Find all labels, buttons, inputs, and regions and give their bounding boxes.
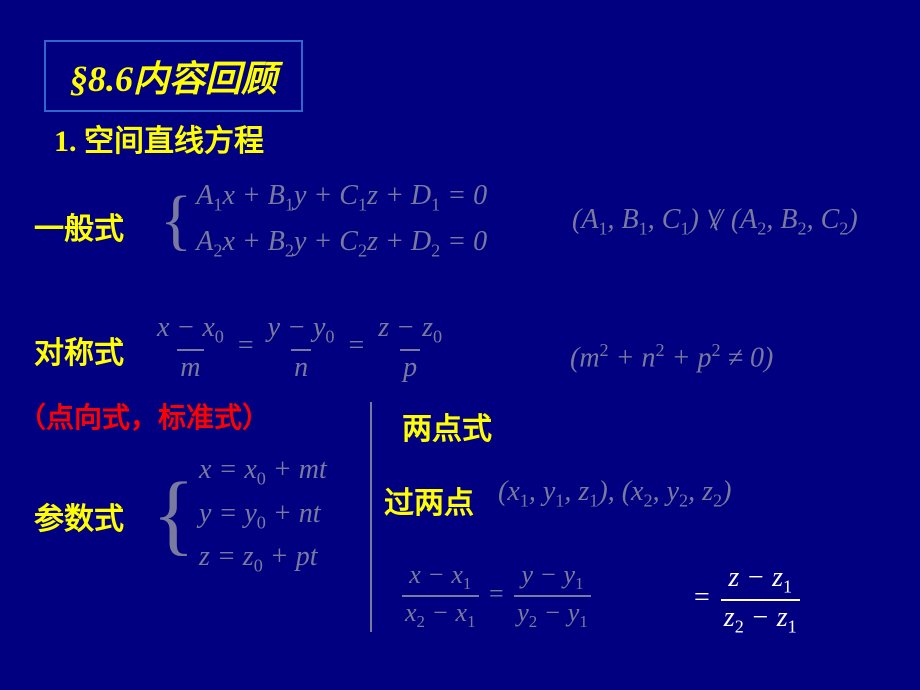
param-r2: y = y0 + nt <box>199 498 327 534</box>
sym-f2n: y − y0 <box>265 312 338 349</box>
heading-space-line-equations: 1. 空间直线方程 <box>54 116 264 160</box>
tp-f1n: x − x1 <box>406 560 474 595</box>
math-symmetric-condition: (m2 + n2 + p2 ≠ 0) <box>570 340 773 374</box>
sym-f1d: m <box>177 349 203 384</box>
math-general-system: { A1x + B1y + C1z + D1 = 0 A2x + B2y + C… <box>160 180 487 261</box>
tp-f2n: y − y1 <box>518 560 586 595</box>
sym-f1n: x − x0 <box>154 312 227 349</box>
cond-left: (A1, B1, C1) <box>572 204 699 235</box>
not-parallel-icon <box>706 204 724 236</box>
heading-text: 1. 空间直线方程 <box>54 125 264 158</box>
tp-f3d: z2 − z1 <box>721 599 800 638</box>
math-symmetric: x − x0m = y − y0n = z − z0p <box>150 312 449 384</box>
note-point-direction: （点向式，标准式） <box>18 396 270 436</box>
tp-f1d: x2 − x1 <box>402 595 479 632</box>
math-twopoint-eq-gray: x − x1x2 − x1 = y − y1y2 − y1 <box>398 560 595 632</box>
label-through-twopoints: 过两点 <box>384 478 474 522</box>
label-parametric-form: 参数式 <box>34 494 124 538</box>
param-r3: z = z0 + pt <box>199 541 327 577</box>
math-parametric: { x = x0 + mt y = y0 + nt z = z0 + pt <box>152 454 327 577</box>
tp-f2d: y2 − y1 <box>514 595 591 632</box>
math-twopoint-points: (x1, y1, z1), (x2, y2, z2) <box>498 476 731 512</box>
label-twopoint-form: 两点式 <box>402 404 492 448</box>
divider-vertical <box>370 402 372 632</box>
title-box: §8.6内容回顾 <box>44 40 303 112</box>
general-row2: A2x + B2y + C2z + D2 = 0 <box>196 226 487 262</box>
sym-f3n: z − z0 <box>375 312 445 349</box>
label-general-form: 一般式 <box>34 204 124 248</box>
param-r1: x = x0 + mt <box>199 454 327 490</box>
tp-f3n: z − z1 <box>725 562 795 599</box>
page-title: §8.6内容回顾 <box>70 59 277 99</box>
general-row1: A1x + B1y + C1z + D1 = 0 <box>196 180 487 216</box>
cond-right: (A2, B2, C2) <box>731 204 858 235</box>
math-general-condition: (A1, B1, C1) (A2, B2, C2) <box>572 204 858 240</box>
sym-f2d: n <box>291 349 311 384</box>
label-symmetric-form: 对称式 <box>34 328 124 372</box>
math-twopoint-eq-white: = z − z1z2 − z1 <box>694 562 804 637</box>
sym-f3d: p <box>400 349 420 384</box>
